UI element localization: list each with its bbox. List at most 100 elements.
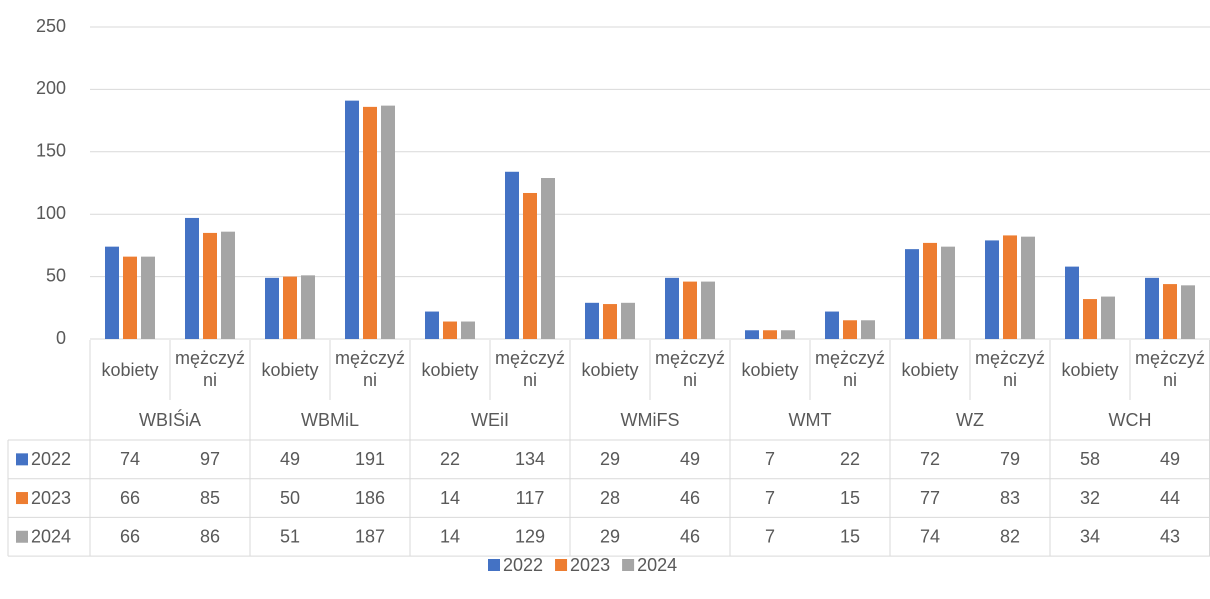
- table-value: 49: [1160, 449, 1180, 469]
- bar: [345, 100, 359, 339]
- table-value: 15: [840, 488, 860, 508]
- bar: [683, 281, 697, 339]
- group-label: WBMiL: [301, 410, 359, 430]
- table-value: 85: [200, 488, 220, 508]
- table-value: 15: [840, 527, 860, 547]
- x-tick-label: mężczyźni: [494, 348, 565, 390]
- x-tick-label: mężczyźni: [814, 348, 885, 390]
- table-value: 97: [200, 449, 220, 469]
- bar: [745, 330, 759, 339]
- legend-swatch: [16, 492, 28, 505]
- table-value: 51: [280, 527, 300, 547]
- bar: [861, 320, 875, 339]
- table-value: 134: [515, 449, 545, 469]
- x-tick-label: kobiety: [101, 360, 159, 380]
- bar: [461, 321, 475, 339]
- bar: [505, 171, 519, 339]
- table-value: 83: [1000, 488, 1020, 508]
- bar: [843, 320, 857, 339]
- legend-label: 2023: [570, 555, 610, 575]
- table-value: 50: [280, 488, 300, 508]
- x-tick-label: mężczyźni: [174, 348, 245, 390]
- table-value: 187: [355, 527, 385, 547]
- table-value: 7: [765, 527, 775, 547]
- bar: [363, 106, 377, 339]
- table-value: 117: [516, 488, 545, 508]
- legend-swatch: [555, 559, 568, 571]
- bar: [523, 192, 537, 339]
- row-label: 2023: [31, 488, 71, 508]
- x-tick-label: kobiety: [261, 360, 319, 380]
- bar: [425, 311, 439, 339]
- legend-swatch: [488, 559, 500, 571]
- table-value: 22: [440, 449, 460, 469]
- row-label: 2022: [31, 449, 71, 469]
- table-value: 58: [1080, 449, 1100, 469]
- table-value: 32: [1080, 488, 1100, 508]
- legend-swatch: [16, 530, 28, 543]
- bar: [221, 231, 235, 339]
- table-value: 82: [1000, 527, 1020, 547]
- bar: [923, 242, 937, 339]
- bar: [123, 256, 137, 339]
- table-value: 77: [920, 488, 940, 508]
- table-value: 191: [355, 449, 385, 469]
- table-value: 66: [120, 488, 140, 508]
- bar: [585, 302, 599, 339]
- table-value: 43: [1160, 527, 1180, 547]
- group-label: WMT: [789, 410, 832, 430]
- row-label: 2024: [31, 527, 71, 547]
- bar: [1083, 299, 1097, 339]
- bar: [203, 232, 217, 339]
- table-value: 72: [920, 449, 940, 469]
- legend-label: 2022: [503, 555, 543, 575]
- table-value: 34: [1080, 527, 1100, 547]
- y-tick-label: 50: [46, 265, 66, 285]
- table-value: 14: [440, 488, 460, 508]
- legend-label: 2024: [637, 555, 677, 575]
- group-label: WMiFS: [621, 410, 680, 430]
- table-value: 49: [680, 449, 700, 469]
- bar: [763, 330, 777, 339]
- x-tick-label: kobiety: [1061, 360, 1119, 380]
- table-value: 7: [765, 449, 775, 469]
- bar: [381, 105, 395, 340]
- y-tick-label: 250: [36, 16, 66, 36]
- bar: [701, 281, 715, 339]
- group-label: WEiI: [471, 410, 509, 430]
- x-tick-label: kobiety: [901, 360, 959, 380]
- bar: [781, 330, 795, 339]
- table-value: 46: [680, 488, 700, 508]
- group-label: WBIŚiA: [139, 409, 201, 430]
- y-tick-label: 200: [36, 78, 66, 98]
- bar: [1101, 296, 1115, 339]
- table-value: 66: [120, 527, 140, 547]
- legend-swatch: [622, 559, 635, 571]
- bar: [665, 277, 679, 339]
- table-value: 74: [920, 527, 940, 547]
- table-value: 29: [600, 449, 620, 469]
- x-tick-label: kobiety: [421, 360, 479, 380]
- legend-swatch: [16, 453, 28, 466]
- group-label: WZ: [956, 410, 984, 430]
- y-tick-label: 150: [36, 141, 66, 161]
- table-value: 74: [120, 449, 140, 469]
- table-value: 29: [600, 527, 620, 547]
- bar: [301, 275, 315, 339]
- table-value: 44: [1160, 488, 1180, 508]
- bar: [541, 178, 555, 339]
- table-value: 14: [440, 527, 460, 547]
- bar: [1163, 284, 1177, 339]
- table-value: 186: [355, 488, 385, 508]
- bar: [185, 217, 199, 339]
- bar: [621, 302, 635, 339]
- group-label: WCH: [1109, 410, 1152, 430]
- table-value: 49: [280, 449, 300, 469]
- bar: [825, 311, 839, 339]
- bar: [941, 246, 955, 339]
- x-tick-label: mężczyźni: [654, 348, 725, 390]
- bar: [265, 277, 279, 339]
- table-value: 86: [200, 527, 220, 547]
